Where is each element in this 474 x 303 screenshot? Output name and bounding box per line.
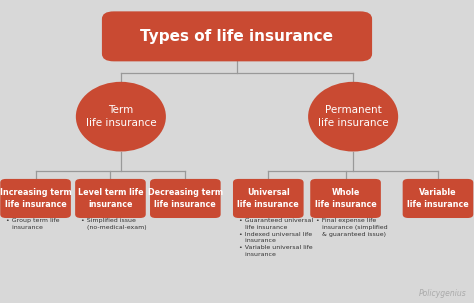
- Text: • Guaranteed universal
   life insurance
• Indexed universal life
   insurance
•: • Guaranteed universal life insurance • …: [239, 218, 313, 257]
- Text: Whole
life insurance: Whole life insurance: [315, 188, 376, 209]
- Text: Decreasing term
life insurance: Decreasing term life insurance: [148, 188, 223, 209]
- Text: Increasing term
life insurance: Increasing term life insurance: [0, 188, 72, 209]
- Text: • Group term life
   insurance: • Group term life insurance: [6, 218, 60, 230]
- Text: Variable
life insurance: Variable life insurance: [407, 188, 469, 209]
- FancyBboxPatch shape: [102, 11, 372, 61]
- FancyBboxPatch shape: [150, 179, 221, 218]
- Text: Types of life insurance: Types of life insurance: [140, 29, 334, 44]
- FancyBboxPatch shape: [233, 179, 303, 218]
- FancyBboxPatch shape: [75, 179, 146, 218]
- Text: • Final expense life
   insurance (simplified
   & guaranteed issue): • Final expense life insurance (simplifi…: [316, 218, 388, 237]
- FancyBboxPatch shape: [402, 179, 473, 218]
- FancyBboxPatch shape: [0, 179, 71, 218]
- Text: Universal
life insurance: Universal life insurance: [237, 188, 299, 209]
- Text: Term
life insurance: Term life insurance: [86, 105, 156, 128]
- Ellipse shape: [76, 82, 166, 152]
- Text: Policygenius: Policygenius: [419, 288, 467, 298]
- Text: • Simplified issue
   (no-medical-exam): • Simplified issue (no-medical-exam): [81, 218, 146, 230]
- FancyBboxPatch shape: [310, 179, 381, 218]
- Text: Permanent
life insurance: Permanent life insurance: [318, 105, 388, 128]
- Ellipse shape: [308, 82, 398, 152]
- Text: Level term life
insurance: Level term life insurance: [78, 188, 143, 209]
